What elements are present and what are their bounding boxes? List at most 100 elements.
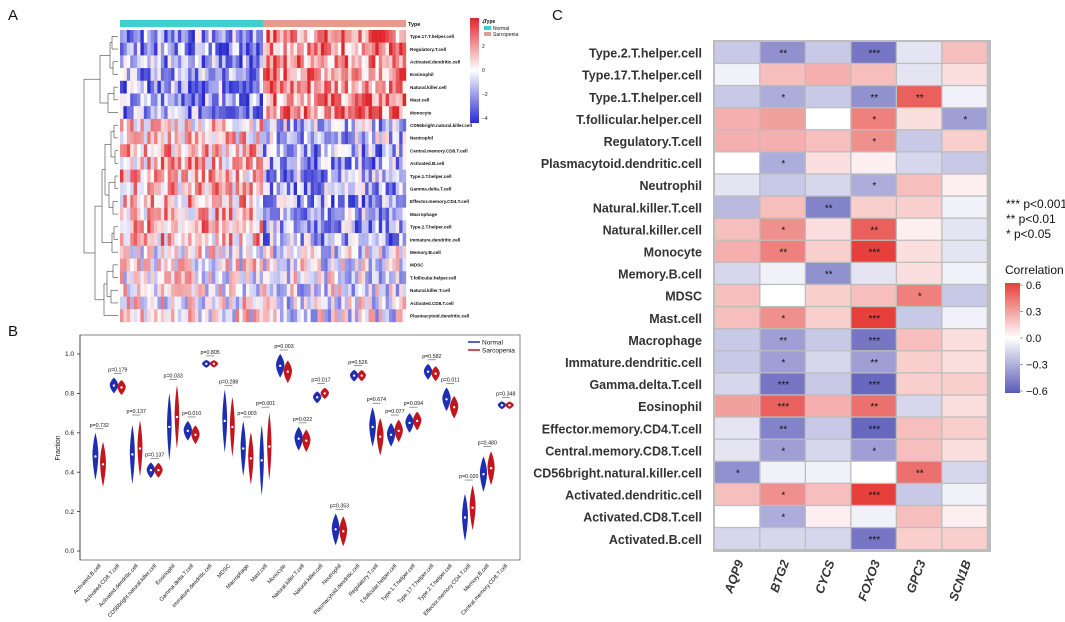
heatmap-a-cell	[211, 258, 216, 272]
corr-c-cell	[942, 439, 987, 461]
heatmap-a-cell	[205, 118, 209, 132]
heatmap-a-cell	[181, 93, 185, 107]
heatmap-a-cell	[167, 233, 172, 246]
heatmap-a-cell	[334, 309, 339, 323]
heatmap-a-cell	[331, 169, 335, 183]
heatmap-a-cell	[215, 233, 219, 246]
heatmap-a-cell	[143, 55, 148, 69]
violin-b-ytick-label: 1.0	[65, 351, 74, 358]
heatmap-a-cell	[252, 156, 257, 170]
heatmap-a-cell	[388, 55, 393, 69]
heatmap-a-cell	[171, 30, 175, 43]
heatmap-a-cell	[191, 106, 196, 120]
pvalue-label: p=0.022	[293, 417, 312, 423]
heatmap-a-cell	[130, 220, 134, 234]
heatmap-a-cell	[290, 93, 294, 107]
heatmap-a-cell	[147, 283, 151, 297]
heatmap-a-cell	[297, 144, 301, 158]
heatmap-a-cell	[147, 93, 151, 107]
heatmap-a-cell	[293, 118, 298, 132]
heatmap-a-cell	[293, 182, 298, 196]
heatmap-a-cell	[211, 245, 216, 259]
heatmap-a-cell	[171, 245, 175, 259]
heatmap-a-cell	[395, 258, 400, 272]
heatmap-a-cell	[290, 258, 294, 272]
heatmap-a-cell	[215, 144, 219, 158]
heatmap-a-cell	[147, 131, 151, 145]
heatmap-a-cell	[320, 207, 325, 221]
corr-c-cell	[851, 196, 896, 218]
corr-c-legend-tick: −0.6	[1026, 386, 1048, 398]
panel-label-c: C	[552, 7, 563, 24]
heatmap-a-cell	[283, 296, 287, 310]
heatmap-a-cell	[324, 182, 328, 196]
heatmap-a-cell	[256, 258, 260, 272]
heatmap-a-cell	[222, 68, 226, 81]
heatmap-a-cell	[371, 182, 376, 196]
heatmap-a-cell	[371, 309, 376, 323]
corr-c-row-label: Gamma.delta.T.cell	[589, 378, 702, 392]
corr-c-cell	[897, 395, 942, 417]
heatmap-a-cell	[191, 220, 196, 234]
heatmap-a-cell	[348, 169, 352, 183]
heatmap-a-cell	[232, 258, 236, 272]
heatmap-a-cell	[348, 42, 352, 56]
heatmap-a-cell	[130, 118, 134, 132]
heatmap-a-cell	[378, 271, 383, 285]
corr-c-cell	[715, 218, 760, 240]
heatmap-a-cell	[194, 144, 199, 158]
heatmap-a-cell	[317, 80, 322, 94]
heatmap-a-cell	[334, 182, 339, 196]
heatmap-a-cell	[194, 283, 199, 297]
heatmap-a-cell	[198, 106, 202, 120]
heatmap-a-cell	[181, 156, 185, 170]
heatmap-a-cell	[215, 258, 219, 272]
corr-c-col-labels: AQP9 BTG2 CYCS FOXO3 GPC3 SCN1B	[721, 558, 974, 603]
corr-c-star: *	[736, 469, 740, 480]
heatmap-a-cell	[181, 220, 185, 234]
heatmap-a-cell	[201, 207, 206, 221]
heatmap-a-cell	[351, 30, 356, 43]
heatmap-a-cell	[208, 55, 213, 69]
heatmap-a-cell	[191, 131, 196, 145]
heatmap-a-cell	[395, 169, 400, 183]
heatmap-a-cell	[385, 144, 390, 158]
corr-c-star: *	[872, 446, 876, 457]
heatmap-a-cell	[286, 258, 291, 272]
heatmap-a-cell	[130, 93, 134, 107]
heatmap-a-cell	[388, 283, 393, 297]
heatmap-a-cell	[211, 207, 216, 221]
heatmap-a-cell	[188, 182, 192, 196]
heatmap-a-cell	[130, 68, 134, 81]
heatmap-a-cell	[126, 169, 131, 183]
heatmap-a-cell	[351, 68, 356, 81]
heatmap-a-cell	[354, 271, 359, 285]
heatmap-a-cell	[402, 296, 407, 310]
heatmap-a-cell	[167, 144, 172, 158]
heatmap-a-cell	[361, 182, 366, 196]
heatmap-a-cell	[242, 207, 247, 221]
heatmap-a-cell	[256, 309, 260, 323]
heatmap-a-cell	[399, 283, 403, 297]
heatmap-a-cell	[208, 182, 213, 196]
heatmap-a-cell	[402, 131, 407, 145]
heatmap-a-cell	[351, 156, 356, 170]
heatmap-a-cell	[232, 220, 236, 234]
heatmap-a-cell	[150, 156, 155, 170]
corr-c-cell	[851, 218, 896, 240]
heatmap-a-cell	[160, 131, 165, 145]
heatmap-a-cell	[174, 271, 179, 285]
heatmap-a-cell	[276, 309, 281, 323]
corr-c-cell	[760, 373, 805, 395]
heatmap-a-cell	[337, 271, 342, 285]
heatmap-a-cell	[351, 296, 356, 310]
heatmap-a-cell	[188, 245, 192, 259]
heatmap-a-cell	[201, 118, 206, 132]
heatmap-a-cell	[276, 245, 281, 259]
heatmap-a-cell	[269, 106, 274, 120]
heatmap-a-cell	[140, 245, 144, 259]
heatmap-a-cell	[201, 233, 206, 246]
heatmap-a-cell	[293, 144, 298, 158]
heatmap-a-cell	[375, 80, 379, 94]
heatmap-a-cell	[174, 118, 179, 132]
